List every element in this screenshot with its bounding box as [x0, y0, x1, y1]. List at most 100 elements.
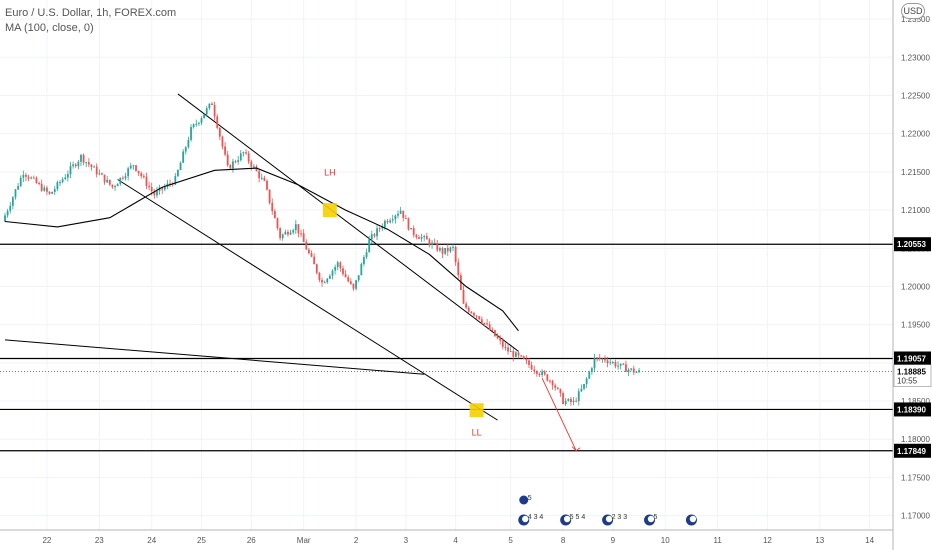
currency-button[interactable]: USD — [901, 3, 925, 19]
candle-body — [69, 166, 72, 175]
candle-body — [80, 154, 82, 162]
event-icon[interactable]: 2 3 3 — [602, 514, 627, 526]
candle-body — [108, 179, 111, 185]
candle-body — [439, 248, 441, 251]
candle-body — [218, 128, 221, 137]
candle-body — [216, 116, 219, 129]
candle-body — [305, 242, 308, 250]
candle-body — [17, 186, 19, 190]
candle-body — [271, 202, 274, 212]
candle-body — [480, 319, 483, 323]
event-count-label: 5 — [528, 495, 532, 502]
candle-body — [32, 177, 35, 179]
candle-body — [287, 231, 289, 235]
candle-body — [59, 182, 61, 184]
candle-body — [203, 114, 206, 119]
candle-body — [263, 177, 266, 181]
candle-body — [197, 122, 200, 124]
candle-body — [467, 307, 470, 312]
symbol-title: Euro / U.S. Dollar, 1h, FOREX.com — [5, 7, 177, 19]
candle-body — [627, 369, 630, 372]
candle-body — [404, 217, 407, 219]
marker-label: LH — [324, 168, 336, 178]
candle-body — [528, 360, 530, 365]
candle-body — [617, 365, 619, 367]
candle-body — [294, 224, 297, 231]
level-tag — [894, 443, 931, 458]
candle-body — [470, 311, 473, 314]
candle-body — [420, 237, 423, 239]
event-icon[interactable] — [685, 514, 697, 526]
candle-body — [163, 186, 166, 190]
candle-body — [378, 228, 381, 230]
candle-body — [323, 282, 326, 284]
candle-body — [386, 220, 389, 223]
candle-body — [425, 236, 428, 240]
candle-body — [454, 246, 457, 263]
candle-body — [237, 160, 240, 162]
candle-body — [153, 191, 156, 196]
candle-body — [572, 400, 575, 403]
candle-body — [632, 368, 635, 373]
candle-body — [331, 270, 334, 276]
candle-body — [394, 215, 397, 220]
candle-body — [127, 168, 130, 177]
candle-body — [507, 347, 509, 352]
candle-body — [302, 233, 305, 243]
candle-body — [103, 174, 106, 183]
candle-body — [530, 364, 533, 370]
candle-body — [344, 274, 347, 278]
event-icon[interactable]: 5 5 4 — [560, 514, 585, 526]
level-tag-label: 1.19057 — [897, 354, 926, 363]
candle-body — [625, 364, 627, 372]
y-tick-label: 1.22500 — [901, 91, 930, 100]
candle-body — [40, 183, 43, 191]
candle-body — [601, 358, 604, 360]
candle-body — [496, 336, 499, 339]
level-tag-label: 1.18390 — [897, 405, 926, 414]
event-circle-inner — [563, 515, 571, 523]
candle-body — [192, 124, 195, 128]
x-tick-label: 22 — [42, 536, 51, 545]
y-tick-label: 1.19500 — [901, 321, 930, 330]
candle-body — [585, 378, 588, 385]
candle-body — [326, 278, 329, 283]
candle-body — [384, 220, 386, 227]
x-tick-label: Mar — [297, 536, 311, 545]
candle-body — [402, 210, 405, 218]
candle-body — [273, 211, 276, 219]
candle-body — [357, 275, 360, 281]
candle-body — [221, 136, 224, 147]
candle-body — [494, 330, 496, 337]
event-icons[interactable]: 5 4 3 4 5 5 4 2 3 3 5 — [518, 495, 697, 526]
indicator-label: MA (100, close, 0) — [5, 22, 94, 34]
candle-body — [441, 248, 444, 254]
event-icon[interactable]: 5 — [644, 514, 658, 526]
candle-body — [593, 357, 596, 369]
candle-body — [195, 123, 198, 125]
candle-body — [517, 352, 520, 356]
projection-arrowhead — [571, 446, 581, 452]
candle-body — [512, 350, 515, 357]
candle-body — [174, 176, 177, 185]
candle-body — [334, 266, 337, 271]
candle-body — [187, 139, 190, 148]
event-count-label: 2 3 3 — [612, 514, 628, 521]
candle-body — [501, 340, 504, 347]
candle-body — [449, 247, 452, 252]
candle-body — [349, 281, 352, 284]
candle-body — [95, 166, 98, 175]
trendline — [177, 93, 519, 352]
candle-body — [567, 398, 570, 401]
candle-body — [342, 268, 344, 275]
candle-body — [538, 373, 541, 376]
candle-body — [352, 283, 355, 289]
grid — [0, 0, 893, 530]
candle-body — [61, 179, 64, 183]
event-icon[interactable]: 5 4 3 4 — [518, 495, 543, 526]
candle-body — [114, 186, 116, 188]
candle-body — [559, 388, 562, 394]
candle-body — [30, 177, 33, 179]
candle-body — [137, 170, 140, 174]
